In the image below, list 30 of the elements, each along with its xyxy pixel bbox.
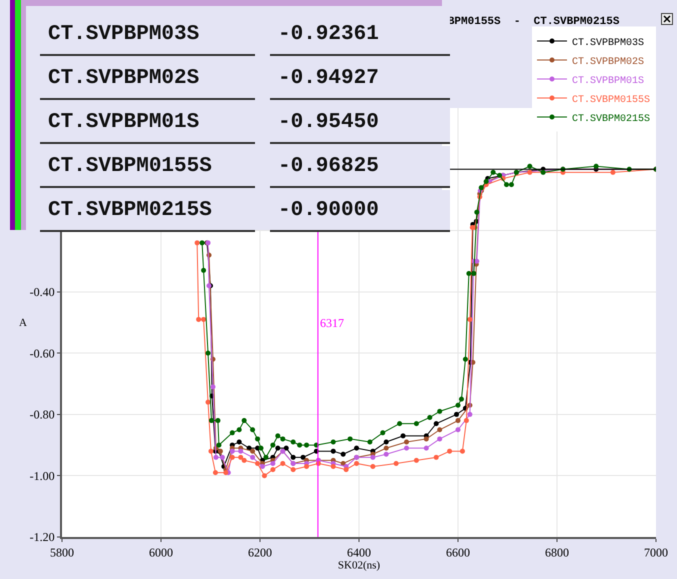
annotation: CT.SVBPM0215S bbox=[40, 190, 255, 232]
text: -0.94927 bbox=[278, 67, 379, 90]
text: CT.SVPBPM02S bbox=[48, 67, 200, 90]
x-tick-label: 6000 bbox=[149, 545, 173, 560]
legend-label: CT.SVBPM0215S bbox=[572, 114, 650, 125]
legend-label: CT.SVPBPM02S bbox=[572, 56, 644, 68]
y-tick-label: -0.40 bbox=[30, 285, 55, 300]
annotation: -0.95450 bbox=[270, 102, 450, 144]
x-tick-label: 5800 bbox=[50, 545, 74, 560]
annotation: -0.96825 bbox=[270, 146, 450, 188]
y-tick-label: -0.60 bbox=[30, 346, 55, 360]
legend-label: CT.SVPBPM03S bbox=[572, 38, 644, 49]
x-tick-label: 7000 bbox=[644, 545, 668, 560]
y-axis-title: A bbox=[19, 317, 27, 329]
x-tick-label: 6800 bbox=[545, 545, 569, 560]
y-tick-label: -1.00 bbox=[30, 468, 55, 483]
x-tick-label: 6600 bbox=[446, 545, 470, 560]
legend-label: CT.SVBPM0155S bbox=[572, 94, 650, 106]
y-tick-label: -1.20 bbox=[30, 530, 55, 544]
x-tick-label: 6400 bbox=[347, 545, 371, 560]
x-axis-title: SK02(ns) bbox=[338, 559, 380, 572]
legend-label: CT.SVPBPM01S bbox=[572, 76, 644, 87]
x-tick-label: 6200 bbox=[248, 545, 272, 560]
ref-line-label: 6317 bbox=[320, 316, 344, 330]
annotation: CT.SVPBPM01S bbox=[40, 102, 255, 144]
text: -0.92361 bbox=[278, 23, 379, 46]
y-tick-label: -0.80 bbox=[30, 408, 55, 422]
annotation: -0.90000 bbox=[270, 190, 450, 232]
annotation: CT.SVBPM0155S bbox=[40, 146, 255, 188]
text: CT.SVPBPM03S bbox=[48, 23, 200, 46]
